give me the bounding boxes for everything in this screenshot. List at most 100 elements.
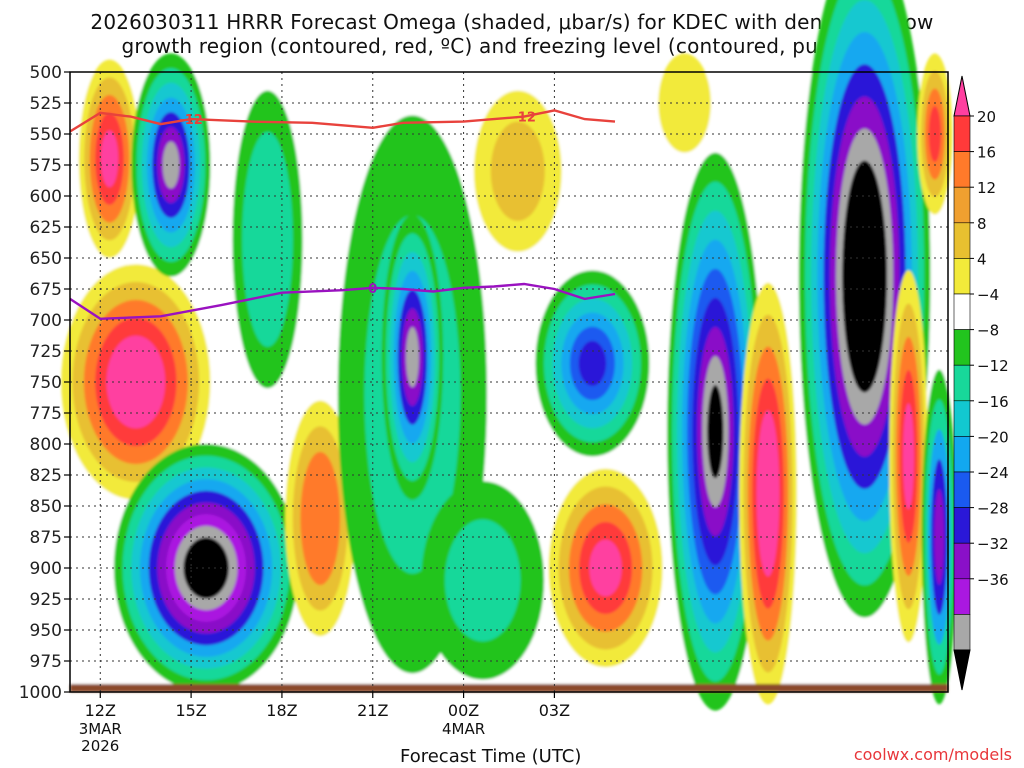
dgz-contour-label-text: -12: [512, 111, 536, 126]
colorbar-swatch-12: [953, 542, 971, 580]
colorbar-label-7: −12: [977, 357, 1009, 375]
green-patch-20z: [421, 481, 545, 680]
colorbar-swatch-14: [953, 614, 971, 651]
contours: -12 -12 0: [69, 109, 616, 321]
freezing-contour-line: [69, 282, 616, 321]
warm-blob-left: [61, 264, 211, 500]
y-tick-label-950: 950: [30, 621, 62, 641]
colorbar-label-10: −24: [977, 464, 1009, 482]
warm-column-early-band: [100, 130, 119, 188]
warm-column-04z: [889, 270, 928, 643]
cold-column-00z: [667, 152, 764, 711]
dgz-contour-label-0: -12: [179, 113, 203, 128]
colorbar-swatch-4: [953, 258, 971, 295]
x-tick-label-03Z: 03Z: [539, 701, 570, 720]
green-patch-20z-band: [444, 519, 521, 642]
colorbar-label-6: −8: [977, 322, 999, 340]
y-tick-label-750: 750: [30, 373, 62, 393]
colorbar-swatch-2: [953, 186, 971, 224]
colorbar-label-12: −32: [977, 535, 1009, 553]
y-tick-label-525: 525: [30, 94, 62, 114]
cold-column-00z-band: [707, 385, 724, 479]
y-tick-label-900: 900: [30, 559, 62, 579]
x-axis-title: Forecast Time (UTC): [400, 746, 582, 767]
colorbar-label-13: −36: [977, 571, 1009, 589]
x-tick-label-18Z: 18Z: [266, 701, 297, 720]
colorbar-swatch-8: [953, 400, 971, 437]
colorbar-swatch-11: [953, 507, 971, 544]
freezing-contour-label-0: 0: [368, 282, 377, 297]
y-tick-label-975: 975: [30, 652, 62, 672]
dgz-contour-label-1: -12: [512, 111, 536, 126]
x-tick-date-12Z: 3MAR: [79, 720, 122, 738]
green-column-15z: [232, 90, 303, 389]
cold-core-18z: [381, 214, 444, 500]
warm-blob-left-band: [117, 353, 154, 411]
ground-strip: [70, 684, 948, 692]
x-tick-label-21Z: 21Z: [357, 701, 388, 720]
cold-strip-right-edge-band: [934, 489, 945, 585]
x-tick-label-00Z: 00Z: [448, 701, 479, 720]
chart-title-line-1: 2026030311 HRRR Forecast Omega (shaded, …: [90, 10, 934, 34]
y-tick-label-775: 775: [30, 404, 62, 424]
colorbar-label-0: 20: [977, 108, 996, 126]
cold-blob-22z-band: [578, 340, 607, 386]
warm-column-16z: [285, 400, 356, 637]
warm-column-01z: [739, 282, 797, 705]
colorbar-label-3: 8: [977, 215, 987, 233]
x-tick-date-00Z: 4MAR: [442, 720, 485, 738]
colorbar-label-11: −28: [977, 500, 1009, 518]
colorbar-label-1: 16: [977, 144, 996, 162]
colorbar-bottom-arrow: [953, 649, 971, 691]
colorbar-label-5: −4: [977, 286, 999, 304]
cold-strip-right-edge: [921, 369, 957, 705]
y-tick-label-675: 675: [30, 280, 62, 300]
credit-text: coolwx.com/models: [853, 745, 1012, 764]
colorbar-swatch-1: [953, 151, 971, 188]
y-tick-label-1000: 1000: [19, 683, 62, 703]
colorbar-swatch-3: [953, 222, 971, 259]
colorbar-swatch-0: [953, 115, 971, 152]
warm-patch-20z: [473, 90, 562, 252]
y-tick-label-700: 700: [30, 311, 62, 331]
x-tick-label-15Z: 15Z: [175, 701, 206, 720]
warm-column-16z-band: [308, 477, 333, 560]
dgz-contour-line: [69, 109, 616, 133]
cold-column-13z-band: [162, 141, 180, 189]
y-tick-label-575: 575: [30, 156, 62, 176]
colorbar-swatch-9: [953, 436, 971, 473]
y-tick-label-725: 725: [30, 342, 62, 362]
omega-shaded-field: [61, 0, 957, 711]
x-tick-year-12Z: 2026: [81, 737, 119, 755]
cold-blob-lower-left-band: [192, 549, 221, 587]
cold-blob-lower-left: [113, 444, 299, 692]
warm-column-early: [78, 59, 141, 258]
colorbar-swatch-13: [953, 578, 971, 615]
colorbar-top-arrow: [953, 75, 971, 117]
colorbar-label-8: −16: [977, 393, 1009, 411]
cold-core-18z-band: [405, 327, 419, 388]
colorbar-label-4: 4: [977, 250, 987, 268]
colorbar-swatch-5: [953, 293, 971, 330]
colorbar: 20 16 12 8 4 −4 −8 −12 −16 −20 −24 −28 −32 −36: [953, 75, 1009, 691]
freezing-contour-label-text: 0: [368, 282, 377, 297]
x-tick-label-12Z: 12Z: [85, 701, 116, 720]
colorbar-label-9: −20: [977, 428, 1009, 446]
cold-blob-22z: [535, 270, 650, 457]
y-tick-label-850: 850: [30, 497, 62, 517]
warm-patch-20z-band: [490, 121, 545, 221]
y-tick-label-500: 500: [30, 63, 62, 83]
y-tick-label-650: 650: [30, 249, 62, 269]
axes: 500 525 550 575 600 625 650 675 700 725 750 775 800 8…: [19, 63, 949, 755]
colorbar-swatch-6: [953, 329, 971, 366]
y-tick-label-925: 925: [30, 590, 62, 610]
warm-patch-top-23z-band: [658, 53, 711, 153]
colorbar-swatch-7: [953, 364, 971, 402]
colorbar-label-2: 12: [977, 179, 996, 197]
warm-patch-top-23z: [658, 53, 711, 153]
y-tick-label-550: 550: [30, 125, 62, 145]
cold-column-03z-band: [854, 225, 875, 329]
green-column-15z-band: [251, 173, 284, 306]
y-tick-label-875: 875: [30, 528, 62, 548]
